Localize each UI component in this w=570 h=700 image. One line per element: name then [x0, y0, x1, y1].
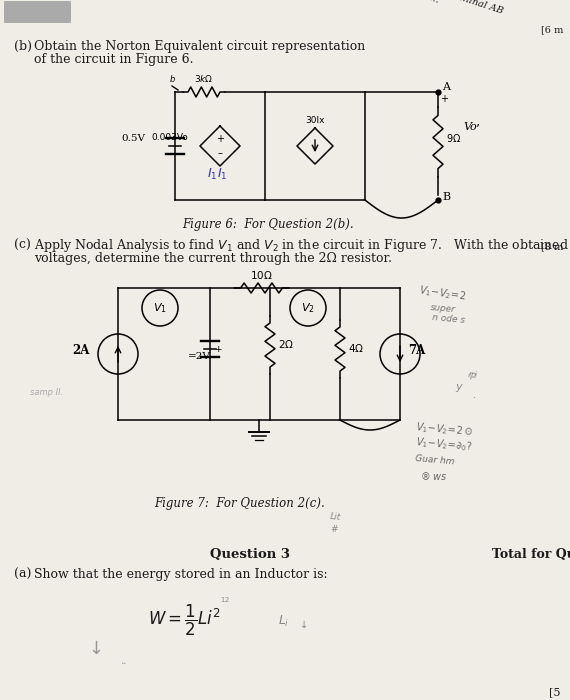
- Text: super: super: [430, 303, 456, 314]
- Text: $\cdot\!\!\cdot$: $\cdot\!\!\cdot$: [120, 657, 127, 667]
- Text: $I_1$: $I_1$: [217, 167, 227, 182]
- Text: 0.003Vo: 0.003Vo: [151, 133, 188, 142]
- Text: $V_1$: $V_1$: [153, 301, 167, 315]
- Text: +: +: [214, 345, 222, 354]
- Text: [6 m: [6 m: [540, 25, 563, 34]
- Text: ’: ’: [476, 122, 480, 135]
- Text: $I_1$: $I_1$: [207, 167, 217, 182]
- Text: 30Ix: 30Ix: [306, 116, 325, 125]
- Text: of the left hand - side of terminal AB: of the left hand - side of terminal AB: [330, 0, 504, 16]
- FancyBboxPatch shape: [4, 1, 71, 23]
- Text: of the circuit in Figure 6.: of the circuit in Figure 6.: [34, 53, 193, 66]
- Text: $V_2$: $V_2$: [301, 301, 315, 315]
- Text: $W = \dfrac{1}{2}Li^2$: $W = \dfrac{1}{2}Li^2$: [149, 603, 222, 638]
- Text: (b): (b): [14, 40, 32, 53]
- Text: 0.5V: 0.5V: [121, 134, 145, 143]
- Text: Lit: Lit: [330, 512, 342, 522]
- Text: $\downarrow$: $\downarrow$: [298, 619, 308, 630]
- Text: $9\Omega$: $9\Omega$: [446, 132, 461, 144]
- Text: $2\Omega$: $2\Omega$: [278, 338, 294, 350]
- Text: +: +: [216, 134, 224, 144]
- Text: y: y: [455, 382, 462, 392]
- Text: (c): (c): [14, 239, 31, 252]
- Text: Index Number....: Index Number....: [360, 0, 440, 5]
- Text: =2V: =2V: [188, 352, 211, 361]
- Text: $V_1\!-\!V_2\!=\!\partial_0?$: $V_1\!-\!V_2\!=\!\partial_0?$: [415, 435, 473, 454]
- Text: –: –: [218, 148, 222, 158]
- Text: $3k\Omega$: $3k\Omega$: [194, 73, 214, 84]
- Text: Vo: Vo: [463, 122, 477, 132]
- Text: Total for Questio: Total for Questio: [492, 548, 570, 561]
- Text: $\circledR$ ws: $\circledR$ ws: [420, 470, 447, 482]
- Text: Figure 6:  For Question 2(b).: Figure 6: For Question 2(b).: [182, 218, 354, 231]
- Text: (a): (a): [14, 568, 31, 581]
- Text: samp II.: samp II.: [30, 388, 63, 397]
- Text: [8 m: [8 m: [540, 242, 563, 251]
- Text: $4\Omega$: $4\Omega$: [348, 342, 364, 354]
- Text: Show that the energy stored in an Inductor is:: Show that the energy stored in an Induct…: [34, 568, 328, 581]
- Text: $\downarrow$: $\downarrow$: [85, 640, 102, 658]
- Text: voltages, determine the current through the 2Ω resistor.: voltages, determine the current through …: [34, 252, 392, 265]
- Text: 7A: 7A: [408, 344, 425, 357]
- Text: Obtain the Norton Equivalent circuit representation: Obtain the Norton Equivalent circuit rep…: [34, 40, 365, 53]
- Text: 2A: 2A: [72, 344, 90, 357]
- Text: B: B: [442, 192, 450, 202]
- Text: n ode s: n ode s: [432, 313, 466, 325]
- Text: Figure 7:  For Question 2(c).: Figure 7: For Question 2(c).: [154, 497, 325, 510]
- Text: Guar hm: Guar hm: [415, 454, 455, 466]
- Text: $10\Omega$: $10\Omega$: [250, 269, 272, 281]
- Text: $\cdot\!r\!p\!i$: $\cdot\!r\!p\!i$: [466, 368, 479, 382]
- Text: $\#$: $\#$: [330, 523, 339, 534]
- Text: [5: [5: [548, 687, 560, 697]
- Text: $\cdot$: $\cdot$: [472, 391, 476, 400]
- Text: Apply Nodal Analysis to find $V_1$ and $V_2$ in the circuit in Figure 7.   With : Apply Nodal Analysis to find $V_1$ and $…: [34, 237, 569, 254]
- Text: +: +: [440, 94, 448, 104]
- Text: Question 3: Question 3: [210, 548, 290, 561]
- Text: $^{12}$: $^{12}$: [220, 597, 230, 607]
- Text: A: A: [442, 82, 450, 92]
- Text: b: b: [170, 75, 176, 84]
- Text: $V_1\!-\!V_2\!=\!2$: $V_1\!-\!V_2\!=\!2$: [418, 284, 467, 304]
- Text: $L_i$: $L_i$: [278, 614, 290, 629]
- Text: $V_1\!-\!V_2\!=\!2\odot$: $V_1\!-\!V_2\!=\!2\odot$: [415, 420, 474, 439]
